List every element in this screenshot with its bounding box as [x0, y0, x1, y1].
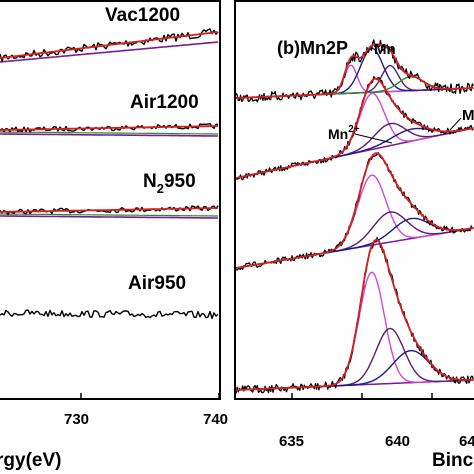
panel-title-mn2p: (b)Mn2P: [277, 38, 348, 58]
raw-spectrum-vac1200: [0, 28, 219, 62]
fit-mn2p-n2950: [235, 152, 474, 269]
raw-spectrum-air1200: [0, 123, 219, 133]
annotation-mn2-base: Mn: [328, 126, 348, 142]
left-panel-frame: [0, 0, 221, 400]
fit-air1200: [0, 125, 218, 131]
tick-label-645: 645: [459, 433, 474, 450]
tick-marks: [80, 393, 433, 399]
annotation-mn: Mn: [374, 41, 396, 58]
component-1-n2950: [235, 174, 474, 269]
raw-spectrum-air950: [0, 309, 219, 320]
fit-n2950: [0, 207, 218, 213]
tick-label-740: 740: [203, 411, 228, 428]
component-2-n2950: [235, 211, 474, 269]
label-air950: Air950: [128, 273, 186, 294]
baseline-vac1200: [0, 41, 219, 63]
left-plot-area: [0, 28, 219, 320]
fit-mn2p-vac1200: [236, 43, 474, 99]
annotation-mn2plus: Mn2+: [328, 124, 360, 142]
tick-label-640: 640: [385, 433, 410, 450]
right-plot-area: [235, 39, 474, 394]
annotation-mn2-sup: 2+: [348, 124, 360, 135]
label-n2950: N2950: [143, 171, 196, 196]
label-air1200: Air1200: [130, 92, 199, 113]
baseline-n2950: [0, 215, 218, 219]
baseline-air1200: [0, 133, 218, 137]
tick-label-730: 730: [64, 411, 89, 428]
label-n2-n: N: [143, 171, 157, 192]
annotation-m-arrow: [449, 117, 462, 131]
right-x-axis-title: Binc: [432, 450, 474, 471]
fit-mn2p-air950: [236, 238, 474, 391]
tick-label-635: 635: [279, 433, 304, 450]
label-n2-tail: 950: [164, 171, 196, 192]
fit-mn2p-air1200: [235, 77, 474, 179]
fit-vac1200: [0, 31, 219, 59]
left-x-axis-title: rgy(eV): [0, 450, 61, 471]
annotation-m-cut: M: [462, 107, 474, 124]
annotation-mn2plus-arrow: [354, 133, 393, 144]
component-green-air1200: [0, 131, 218, 135]
label-vac1200: Vac1200: [105, 5, 180, 26]
label-n2-sub: 2: [157, 181, 164, 196]
component-green-n2950: [0, 213, 218, 217]
right-panel-frame: [234, 0, 474, 400]
